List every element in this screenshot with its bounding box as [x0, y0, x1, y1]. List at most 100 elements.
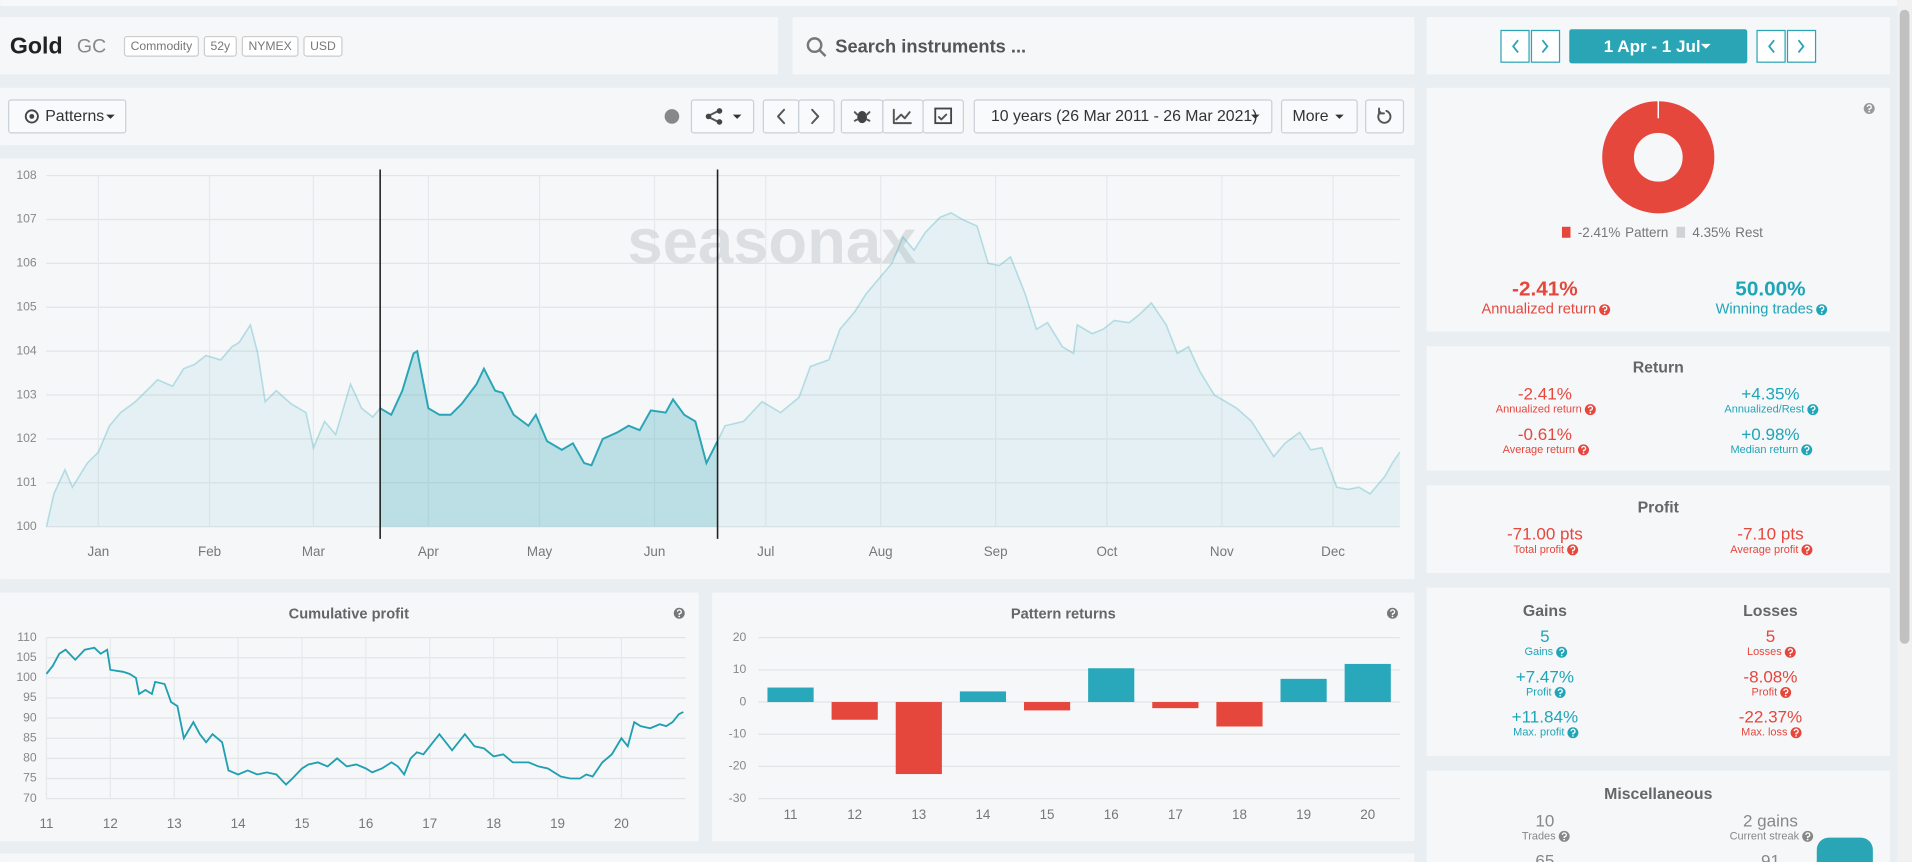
period-button[interactable]: [1569, 29, 1748, 64]
caret: [1335, 114, 1344, 119]
legend-entry: -2.41% Pattern: [1578, 224, 1669, 239]
help-icon[interactable]: [664, 109, 680, 124]
y-tick-label: -20: [729, 759, 747, 773]
bar: [959, 691, 1007, 703]
returns-panel: [712, 592, 1415, 842]
metric-value: 65: [1535, 852, 1554, 862]
search-input[interactable]: Search instruments ...: [835, 35, 1026, 56]
caret: [106, 114, 115, 119]
y-tick-label: -30: [729, 791, 747, 805]
help-icon: [1563, 838, 1566, 841]
legend-value: -2.41%: [1578, 224, 1621, 239]
range-label[interactable]: 10 years (26 Mar 2011 - 26 Mar 2021): [991, 108, 1258, 125]
help-icon: [1805, 832, 1811, 838]
caret: [1251, 114, 1260, 119]
x-tick-label: May: [527, 544, 553, 559]
search-panel[interactable]: [792, 17, 1415, 75]
cumulative-panel: [0, 592, 699, 842]
metric-value: 5: [1766, 627, 1775, 646]
share-icon: [705, 113, 712, 120]
pattern-line: [379, 349, 719, 467]
metric-value: -7.10 pts: [1737, 525, 1803, 544]
help-icon: [1866, 104, 1872, 111]
metric-value: 91: [1761, 852, 1780, 862]
help-icon: [1810, 405, 1816, 412]
help-icon: [1587, 405, 1594, 412]
y-tick-label: 104: [16, 343, 37, 357]
y-tick-label: 103: [16, 387, 37, 401]
help-icon: [1571, 552, 1574, 554]
share-button[interactable]: [690, 99, 755, 134]
metric-label: Max. profit: [1513, 727, 1564, 739]
legend-entry: 4.35% Rest: [1692, 224, 1763, 239]
reset-icon: [1377, 109, 1392, 124]
x-tick-label: 12: [103, 816, 118, 831]
bar: [895, 702, 942, 775]
prev-button[interactable]: [1756, 29, 1786, 63]
metric-label: Median return: [1731, 444, 1799, 456]
bar: [831, 702, 878, 720]
prev-button[interactable]: [1500, 29, 1530, 63]
column-title: Losses: [1743, 603, 1798, 620]
bug-icon: [857, 110, 867, 124]
help-icon: [678, 615, 681, 618]
x-tick-label: Feb: [198, 544, 221, 559]
range-button[interactable]: [973, 99, 1273, 134]
next-button[interactable]: [1786, 29, 1817, 63]
x-tick-label: Jul: [757, 544, 774, 559]
metric-value: 10: [1535, 811, 1554, 830]
caret: [1700, 43, 1711, 49]
help-icon: [1787, 648, 1793, 654]
x-tick-label: 15: [1040, 807, 1055, 822]
calendar-icon: [934, 107, 953, 125]
x-tick-label: Nov: [1210, 544, 1234, 559]
badge-label: USD: [310, 39, 336, 53]
next-button[interactable]: [798, 99, 835, 134]
prev-button[interactable]: [762, 99, 800, 134]
x-tick-label: 20: [1360, 807, 1375, 822]
bar: [1344, 663, 1391, 703]
help-icon: [1868, 110, 1871, 113]
x-tick-label: 16: [358, 816, 373, 831]
badge-label: 52y: [211, 39, 232, 53]
metric-value: -8.08%: [1743, 667, 1797, 686]
y-tick-label: 106: [16, 256, 37, 270]
chart-title: Cumulative profit: [289, 606, 409, 622]
patterns-label[interactable]: Patterns: [45, 108, 104, 125]
next-button[interactable]: [1530, 29, 1561, 63]
help-icon: [1603, 312, 1606, 314]
help-icon: [1557, 688, 1563, 695]
more-label[interactable]: More: [1293, 108, 1329, 125]
help-icon: [1804, 545, 1810, 552]
chart-icon: [892, 108, 912, 125]
metric-label: Profit: [1526, 686, 1552, 698]
metric-label: Current streak: [1730, 830, 1800, 842]
x-tick-label: 13: [167, 816, 182, 831]
column-title: Gains: [1523, 603, 1567, 620]
patterns-icon: [29, 113, 35, 119]
help-icon: [1581, 445, 1587, 452]
chevrons: [777, 108, 820, 125]
chevrons: [1512, 39, 1549, 53]
bar: [1280, 678, 1327, 703]
y-tick-label: 105: [16, 299, 37, 313]
panel-title: Miscellaneous: [1604, 786, 1712, 803]
chat-button[interactable]: [1816, 837, 1873, 862]
help-icon: [1572, 735, 1574, 737]
chart-title: Pattern returns: [1011, 606, 1116, 622]
help-icon: [1806, 838, 1809, 841]
reset-button[interactable]: [1365, 99, 1405, 134]
metric-value: -71.00 pts: [1507, 525, 1583, 544]
x-tick-label: 19: [1296, 807, 1311, 822]
legend-name: Rest: [1735, 224, 1763, 239]
scrollbar-thumb[interactable]: [1899, 9, 1910, 644]
patterns-button[interactable]: [8, 99, 127, 134]
more-button[interactable]: [1280, 99, 1358, 134]
x-tick-label: 16: [1104, 807, 1119, 822]
metric-value: 50.00%: [1735, 278, 1805, 301]
period-label[interactable]: 1 Apr - 1 Jul: [1604, 37, 1701, 56]
metric-value: +11.84%: [1512, 708, 1579, 727]
badge: [241, 35, 299, 57]
patterns-icon: [24, 109, 39, 124]
x-tick-label: 18: [1232, 807, 1247, 822]
